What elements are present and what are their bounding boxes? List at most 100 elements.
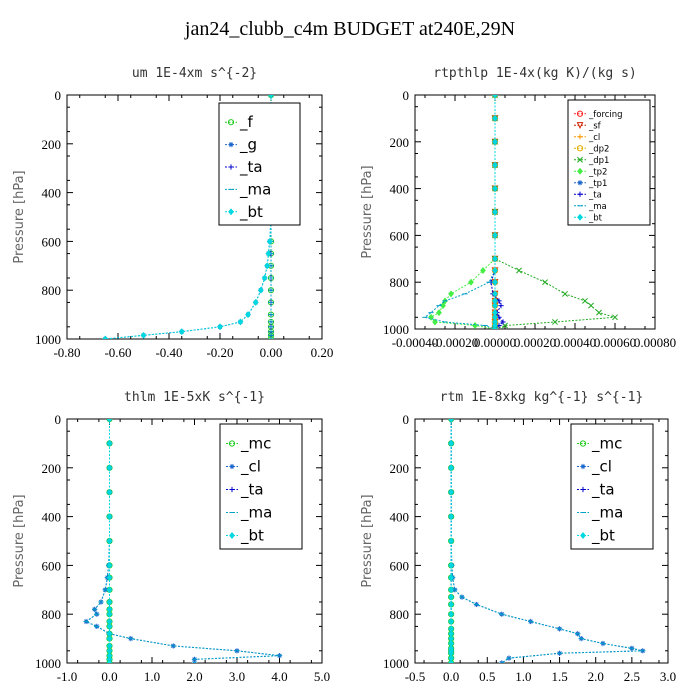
legend-label: _g — [239, 136, 257, 155]
y-tick-label: 200 — [390, 461, 410, 476]
legend-entry: _mc — [577, 435, 622, 454]
x-tick-label: -0.20 — [206, 345, 233, 360]
data-point — [492, 138, 498, 146]
x-tick-label: 0.00000 — [474, 335, 516, 350]
data-point — [106, 622, 113, 630]
legend-label: _mc — [240, 435, 271, 454]
legend-box — [219, 423, 303, 550]
x-tick-label: 1.0 — [515, 669, 531, 684]
chart-panel-2: rtpthlp 1E-4x(kg K)/(kg s) Pressure [hPa]… — [360, 66, 676, 350]
legend-entry: _ma — [577, 504, 623, 523]
legend-marker — [577, 167, 583, 175]
panel-title: thlm 1E-5xK s^{-1} — [124, 390, 265, 405]
series-line — [423, 95, 496, 329]
y-tick-label: 600 — [390, 558, 410, 573]
x-tick-label: 2.0 — [588, 669, 604, 684]
legend-marker — [229, 486, 235, 493]
data-point — [448, 513, 455, 521]
y-tick-label: 600 — [42, 234, 62, 249]
data-point — [265, 250, 272, 258]
data-point — [106, 419, 113, 423]
legend-marker — [576, 145, 584, 152]
chart-panel-4: rtm 1E-8xkg kg^{-1} s^{-1} Pressure [hPa]… — [360, 390, 676, 684]
data-point — [588, 302, 594, 309]
legend-label: _forcing — [588, 110, 623, 120]
data-point — [448, 610, 455, 618]
data-point — [106, 574, 113, 582]
legend-entry: _cl — [574, 133, 600, 143]
legend-entry: _bt — [574, 213, 603, 223]
legend-entry: _ta — [574, 190, 602, 200]
legend-entry: _ma — [574, 202, 607, 212]
data-point — [268, 95, 274, 99]
x-tick-label: -0.5 — [405, 669, 426, 684]
x-tick-label: -0.00040 — [392, 335, 439, 350]
legend-entry: _dp1 — [574, 156, 609, 166]
series-bt — [492, 95, 498, 329]
y-tick-label: 1000 — [35, 656, 61, 671]
legend-entry: _g — [225, 136, 257, 155]
figure-title: jan24_clubb_c4m BUDGET at240E,29N — [184, 18, 516, 40]
legend-label: _dp1 — [588, 156, 609, 166]
data-point — [448, 561, 455, 569]
legend-box — [218, 102, 301, 226]
legend-label: _cl — [240, 458, 261, 477]
x-tick-label: 2.5 — [624, 669, 640, 684]
data-point — [480, 266, 486, 275]
data-point — [448, 290, 454, 298]
x-tick-label: -0.60 — [104, 345, 131, 360]
panel-title: rtm 1E-8xkg kg^{-1} s^{-1} — [440, 390, 644, 405]
data-point — [542, 279, 548, 286]
legend-label: _tp2 — [588, 167, 607, 177]
data-point — [468, 278, 474, 286]
data-point — [500, 319, 506, 325]
x-tick-label: 0.0 — [443, 669, 459, 684]
y-tick-label: 1000 — [35, 332, 61, 347]
legend-entry: _cl — [226, 458, 261, 477]
y-tick-label: 0 — [403, 88, 410, 103]
legend-label: _ta — [240, 481, 264, 500]
y-tick-label: 800 — [390, 607, 410, 622]
legend-marker — [580, 463, 586, 470]
y-tick-label: 600 — [390, 228, 410, 243]
data-point — [106, 488, 113, 496]
data-point — [106, 610, 113, 618]
legend-box — [567, 99, 651, 226]
legend-entry: _forcing — [574, 110, 623, 120]
legend-marker — [577, 213, 583, 221]
legend-label: _sf — [588, 121, 602, 131]
legend-label: _mc — [591, 435, 622, 454]
data-point — [448, 617, 455, 626]
x-tick-label: 3.0 — [660, 669, 676, 684]
x-tick-label: -0.40 — [155, 345, 182, 360]
legend-marker — [577, 134, 583, 140]
data-point — [492, 114, 498, 122]
panel-title: rtpthlp 1E-4x(kg K)/(kg s) — [433, 66, 637, 81]
data-point — [106, 513, 113, 521]
data-point — [562, 290, 568, 297]
legend-marker — [229, 463, 235, 470]
series-line — [494, 95, 616, 329]
data-point — [178, 328, 185, 336]
x-tick-label: 0.00 — [260, 345, 283, 360]
y-tick-label: 800 — [390, 275, 410, 290]
plot-frame — [66, 94, 323, 340]
data-area — [83, 419, 283, 663]
data-area — [422, 95, 618, 329]
legend-label: _ma — [240, 504, 272, 523]
legend-marker — [228, 440, 236, 447]
legend-box — [570, 423, 654, 550]
data-point — [106, 537, 113, 545]
plot-frame — [414, 418, 669, 664]
legend-entry: _ta — [577, 481, 615, 500]
data-point — [264, 262, 271, 270]
data-point — [106, 598, 113, 606]
y-tick-label: 200 — [42, 461, 62, 476]
series-line — [490, 95, 504, 329]
legend-entry: _sf — [574, 121, 602, 131]
data-point — [492, 278, 498, 286]
data-point — [217, 323, 223, 331]
data-point — [492, 255, 498, 263]
legend-marker — [580, 486, 586, 493]
data-point — [106, 659, 113, 663]
